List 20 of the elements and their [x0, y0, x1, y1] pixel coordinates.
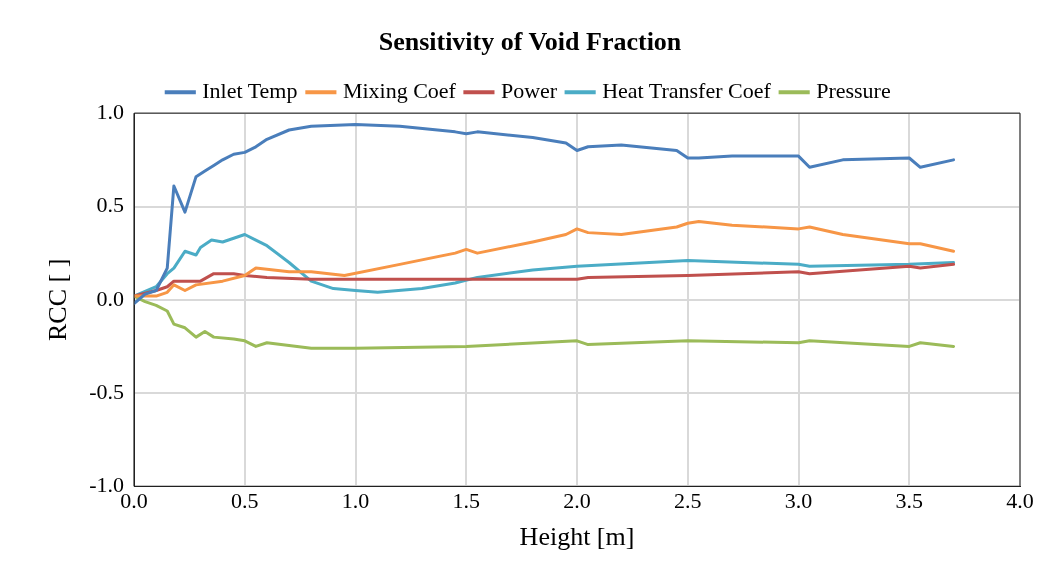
legend-label: Power: [500, 77, 558, 103]
y-tick-label: 0.0: [96, 285, 125, 311]
x-tick-label: 0.5: [231, 488, 259, 514]
y-tick-label: 1.0: [96, 98, 125, 124]
x-tick-label: 3.5: [895, 488, 923, 514]
x-tick-label: 2.5: [674, 488, 702, 514]
legend-label: Inlet Temp: [202, 77, 298, 103]
legend-label: Pressure: [816, 77, 891, 103]
y-axis-title: RCC [ ]: [43, 258, 73, 341]
x-tick-label: 3.0: [784, 488, 813, 514]
y-tick-label: 0.5: [96, 192, 125, 218]
y-tick-label: -0.5: [89, 378, 125, 404]
x-tick-label: 4.0: [1006, 488, 1034, 514]
x-tick-label: 1.0: [341, 488, 370, 514]
x-axis-title: Height [m]: [519, 522, 635, 552]
chart-title: Sensitivity of Void Fraction: [378, 27, 682, 57]
legend-label: Mixing Coef: [342, 77, 457, 103]
x-tick-label: 2.0: [563, 488, 591, 514]
x-tick-label: 1.5: [452, 488, 481, 514]
legend-label: Heat Transfer Coef: [602, 77, 772, 103]
